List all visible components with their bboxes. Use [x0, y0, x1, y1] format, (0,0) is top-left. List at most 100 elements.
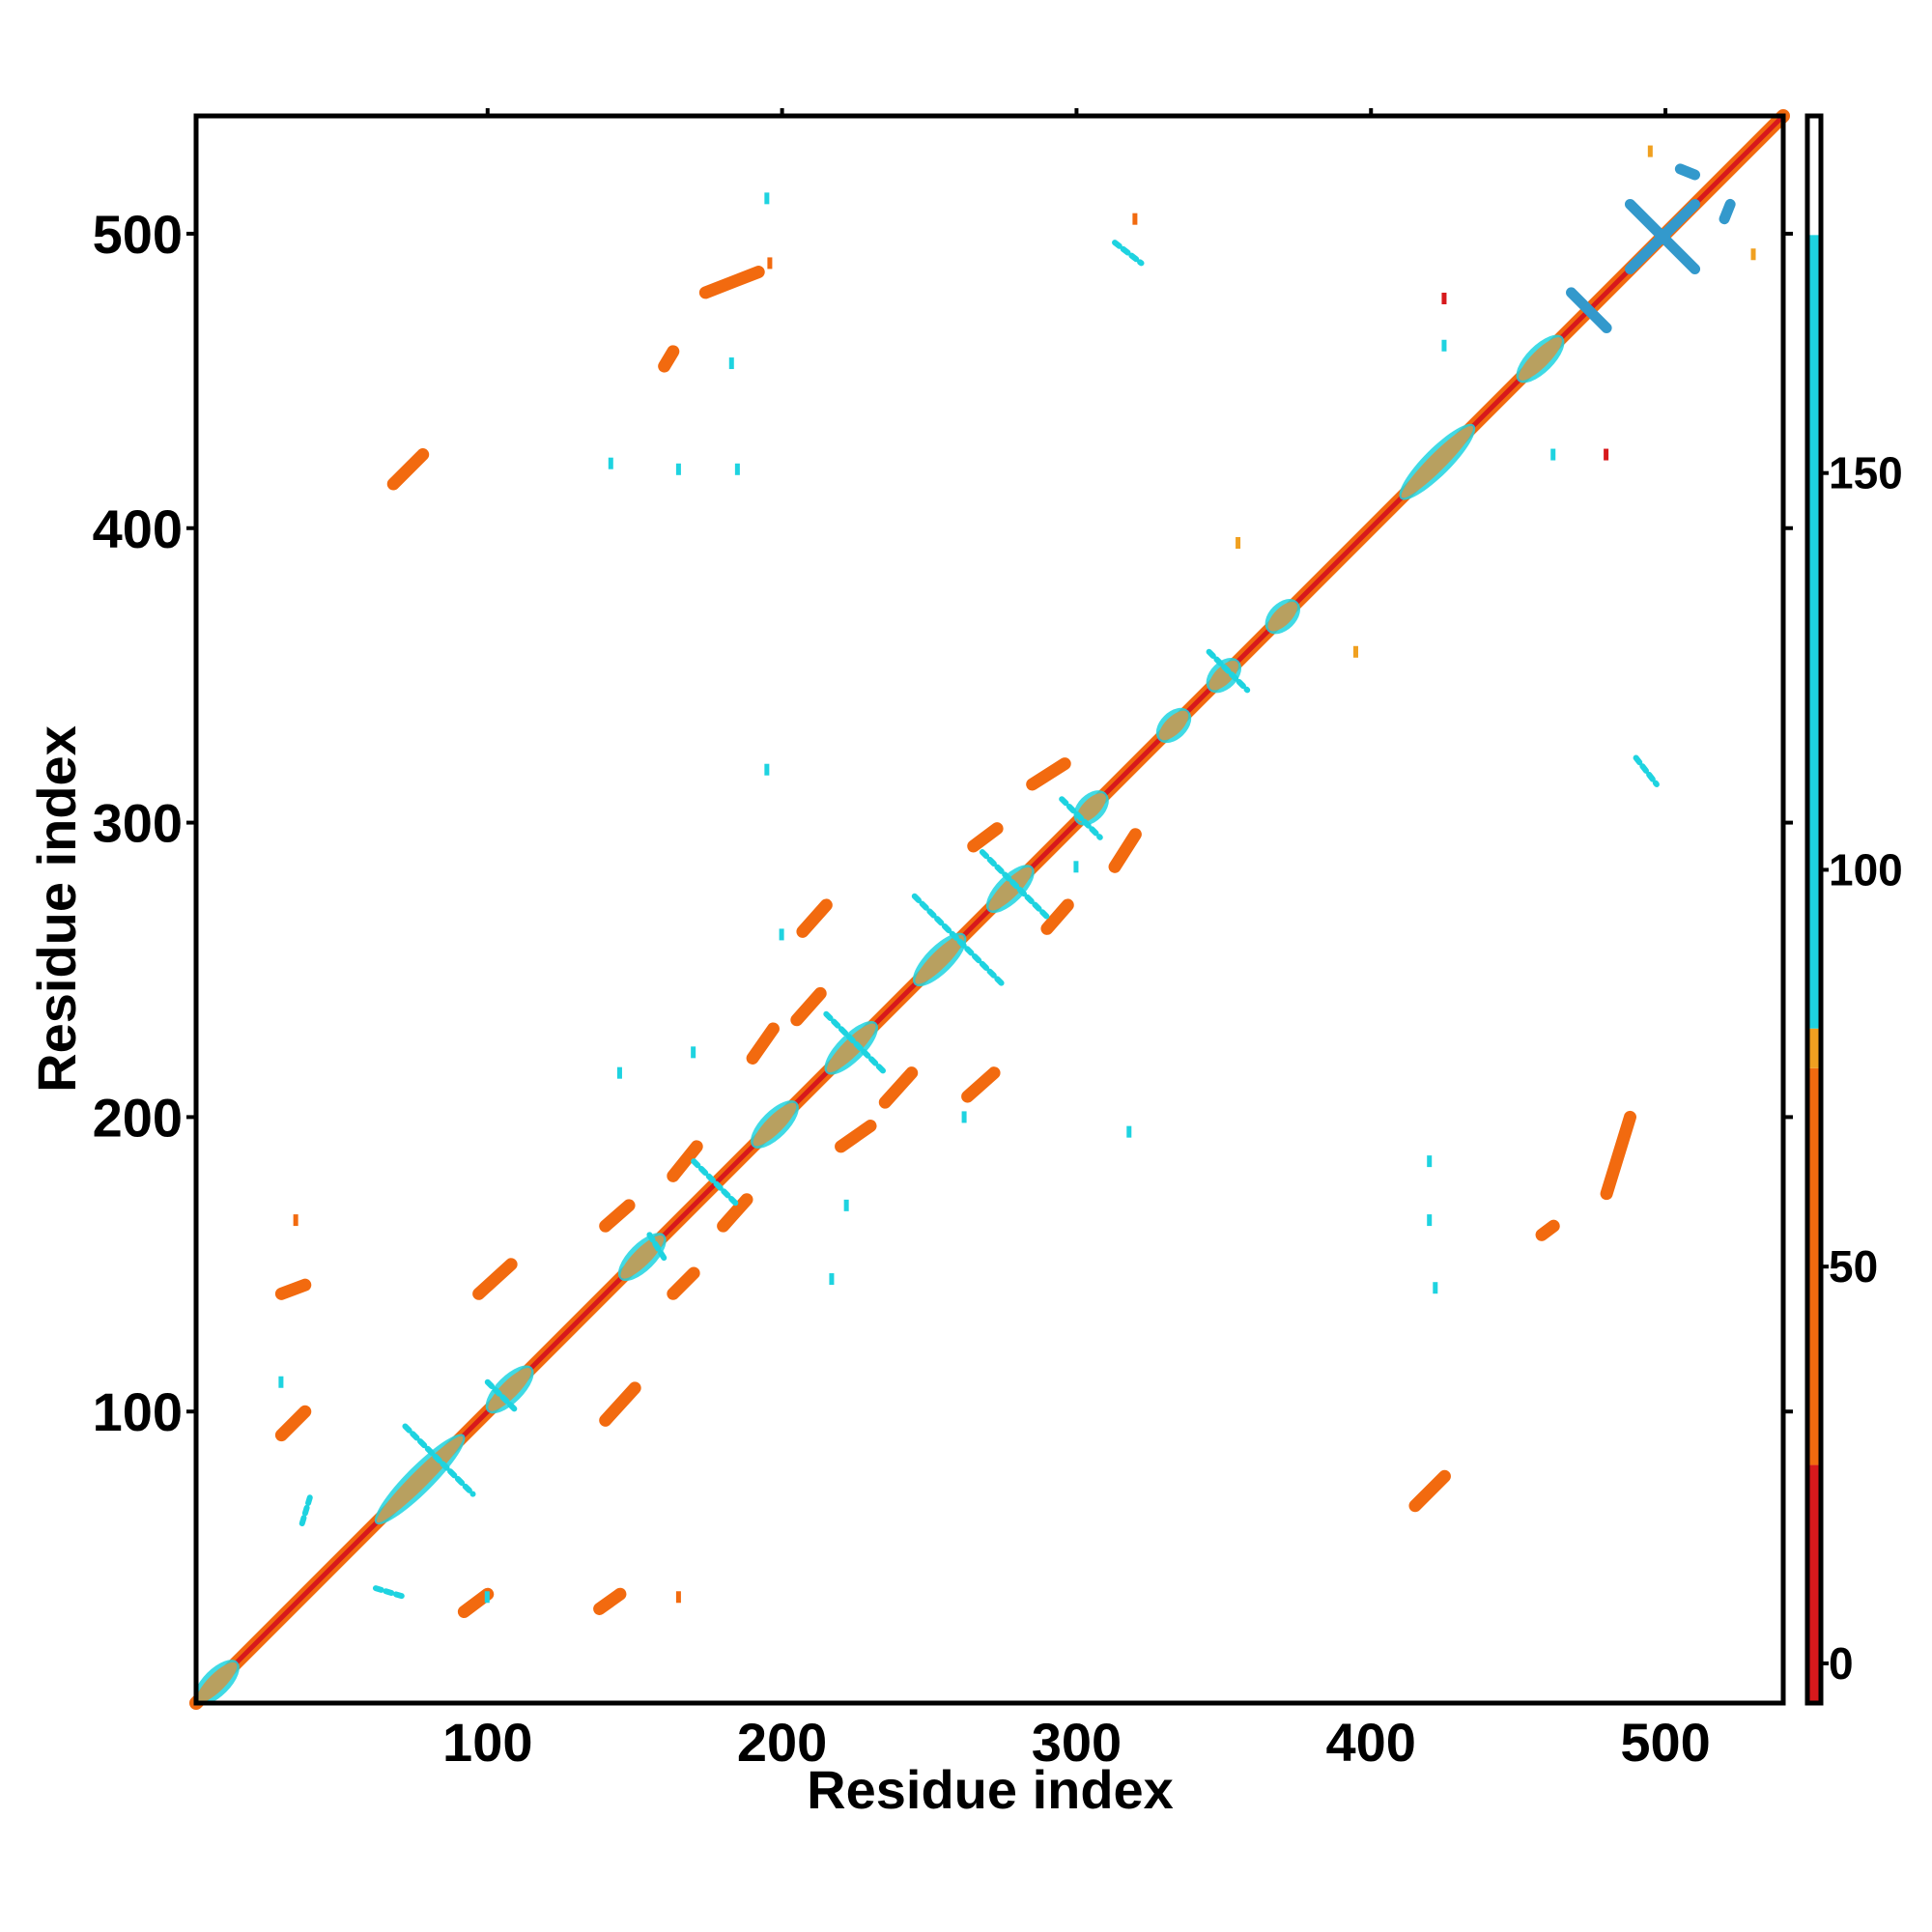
plot-data-layer: [189, 109, 1790, 1710]
contact-speckle: [1441, 292, 1447, 304]
diagonal-blob: [1519, 337, 1562, 381]
contact-segment: [1040, 898, 1074, 935]
x-tick-label: 200: [737, 1712, 827, 1773]
contact-segment: [1108, 828, 1142, 873]
contact-segment-blue: [1674, 163, 1701, 181]
colorbar-tick-label: 0: [1829, 1638, 1854, 1689]
contact-speckle: [1132, 213, 1138, 225]
contact-speckle: [734, 463, 740, 475]
x-tick-label: 500: [1620, 1712, 1710, 1773]
contact-speckle: [1750, 248, 1756, 261]
contact-segment-blue: [1719, 198, 1736, 225]
y-tick-label: 500: [93, 204, 183, 265]
contact-segment: [593, 1587, 627, 1615]
contact-speckle: [293, 1214, 298, 1227]
diagonal-blob: [753, 1102, 797, 1147]
contact-speckle: [1427, 1214, 1433, 1227]
contact-segment: [823, 1010, 889, 1076]
colorbar-segment: [1807, 116, 1821, 236]
contact-segment: [1600, 1110, 1636, 1201]
contact-segment: [835, 1120, 877, 1153]
contact-speckle: [767, 257, 773, 270]
contact-speckle: [616, 1066, 622, 1079]
y-tick-label: 200: [93, 1087, 183, 1148]
diagonal-blob: [196, 1662, 238, 1703]
contact-speckle: [764, 192, 770, 205]
x-axis-title: Residue index: [807, 1759, 1174, 1820]
contact-segment: [599, 1381, 641, 1427]
contact-segment-blue: [1566, 287, 1612, 333]
colorbar-tick-label: 50: [1829, 1241, 1878, 1292]
contact-segment: [790, 986, 827, 1027]
contact-speckle: [1433, 1282, 1438, 1294]
contact-segment: [484, 1378, 521, 1415]
contact-segment: [961, 1066, 1001, 1103]
contact-segment: [746, 1022, 780, 1065]
contact-segment: [274, 1278, 312, 1300]
contact-segment: [599, 1199, 636, 1233]
diagonal-blob: [488, 1367, 532, 1411]
contact-speckle: [278, 1376, 284, 1388]
contact-speckle: [829, 1273, 835, 1286]
x-tick-label: 100: [442, 1712, 532, 1773]
contact-segment: [796, 898, 833, 938]
contact-segment: [667, 1266, 700, 1300]
diagonal-blob: [1267, 601, 1298, 632]
colorbar-segment: [1807, 235, 1821, 1029]
colorbar-segment: [1807, 1464, 1821, 1703]
colorbar-tick-label: 150: [1829, 448, 1903, 498]
contact-segment: [274, 1405, 312, 1442]
contact-speckle: [691, 1046, 696, 1059]
contact-segment: [402, 1423, 476, 1497]
diagonal-blob: [826, 1023, 876, 1073]
contact-speckle: [1441, 339, 1447, 352]
contact-speckle: [843, 1199, 849, 1211]
contact-segment-blue: [1624, 198, 1701, 275]
diagonal-blob: [915, 935, 964, 984]
diagonal-blob: [1208, 660, 1239, 691]
contact-speckle: [1073, 861, 1079, 873]
contact-segment: [691, 1158, 741, 1208]
contact-segment: [1633, 754, 1660, 787]
contact-speckle: [961, 1111, 967, 1123]
contact-segment: [372, 1585, 409, 1601]
contact-speckle: [675, 1591, 681, 1604]
y-tick-label: 100: [93, 1381, 183, 1442]
contact-speckle: [764, 763, 770, 776]
contact-speckle: [1427, 1155, 1433, 1168]
contact-segment: [878, 1066, 919, 1109]
y-axis: 100 200 300 400 500: [93, 204, 1793, 1442]
colorbar-segment: [1807, 1067, 1821, 1465]
contact-speckle: [675, 463, 681, 475]
diagonal-blob: [1158, 710, 1189, 741]
contact-segment: [1112, 240, 1145, 267]
contact-speckle: [1126, 1125, 1132, 1138]
contact-segment: [658, 345, 680, 373]
contact-speckle: [1550, 448, 1556, 461]
x-axis: 100 200 300 400 500: [442, 108, 1711, 1773]
contact-segment: [911, 893, 1007, 988]
contact-segment: [646, 1232, 668, 1262]
x-tick-label: 400: [1326, 1712, 1416, 1773]
colorbar: 0 50 100 150: [1804, 113, 1903, 1706]
plot-frame: [193, 113, 1786, 1706]
contact-speckle: [1353, 645, 1359, 658]
contact-speckle: [728, 357, 734, 370]
diagonal-blob: [620, 1235, 665, 1279]
contact-segment: [979, 849, 1050, 921]
contact-speckle: [1604, 448, 1609, 461]
y-tick-label: 400: [93, 498, 183, 559]
contact-speckle: [1647, 145, 1653, 157]
colorbar-tick-label: 100: [1829, 844, 1903, 895]
contact-segment: [386, 448, 430, 491]
colorbar-frame: [1804, 113, 1824, 1706]
diagonal-blob: [1401, 425, 1474, 498]
contact-speckle: [608, 457, 613, 469]
y-tick-label: 300: [93, 793, 183, 854]
diagonal-blob: [988, 867, 1033, 911]
y-axis-title: Residue index: [26, 725, 87, 1093]
contact-segment: [472, 1258, 518, 1300]
contact-segment: [1206, 648, 1251, 694]
contact-segment: [717, 1193, 753, 1233]
